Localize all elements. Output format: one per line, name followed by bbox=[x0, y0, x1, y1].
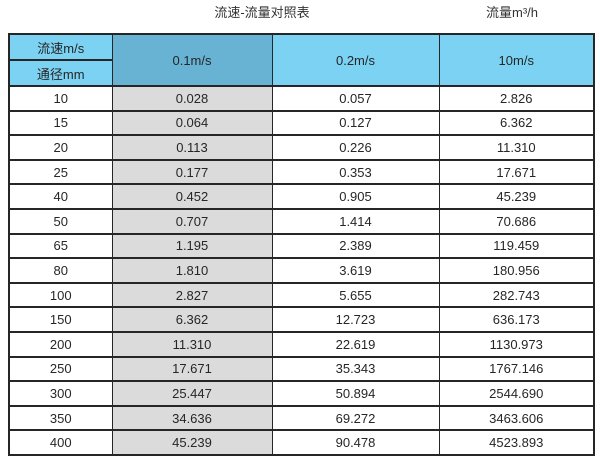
flow-value-cell: 22.619 bbox=[271, 330, 440, 358]
corner-cell-diameter-label: 通径mm bbox=[8, 59, 113, 87]
header-row-diameter: 通径mm bbox=[8, 59, 594, 87]
table-row: 10 0.028 0.057 2.826 bbox=[8, 85, 595, 112]
corner-cell-velocity-label: 流速m/s bbox=[8, 33, 113, 61]
table-header: 流速m/s 0.1m/s 0.2m/s 10m/s 通径mm bbox=[8, 33, 595, 87]
table-row: 65 1.195 2.389 119.459 bbox=[8, 232, 595, 260]
flow-value-cell: 3.619 bbox=[271, 257, 440, 284]
flow-value-cell: 1130.973 bbox=[438, 330, 595, 358]
diameter-cell: 250 bbox=[8, 355, 113, 383]
table-row: 15 0.064 0.127 6.362 bbox=[8, 109, 595, 137]
column-header-0-2ms: 0.2m/s bbox=[271, 33, 440, 87]
flow-value-cell: 0.057 bbox=[271, 85, 440, 112]
flow-value-cell: 69.272 bbox=[271, 404, 440, 432]
flow-value-cell: 90.478 bbox=[271, 429, 440, 456]
flow-value-cell: 0.452 bbox=[111, 183, 273, 210]
diameter-cell: 400 bbox=[8, 429, 113, 456]
flow-value-cell: 11.310 bbox=[438, 134, 595, 161]
flow-value-cell: 50.894 bbox=[271, 380, 440, 407]
flow-value-cell: 1767.146 bbox=[438, 355, 595, 383]
flow-unit-label: 流量m³/h bbox=[485, 5, 538, 20]
flow-value-cell: 282.743 bbox=[438, 281, 595, 309]
flow-value-cell: 45.239 bbox=[111, 429, 273, 456]
table-row: 50 0.707 1.414 70.686 bbox=[8, 207, 595, 235]
flow-value-cell: 17.671 bbox=[111, 355, 273, 383]
table-row: 100 2.827 5.655 282.743 bbox=[8, 281, 595, 309]
flow-value-cell: 3463.606 bbox=[438, 404, 595, 432]
table-row: 300 25.447 50.894 2544.690 bbox=[8, 380, 595, 407]
flow-value-cell: 6.362 bbox=[111, 306, 273, 333]
table-row: 20 0.113 0.226 11.310 bbox=[8, 134, 595, 161]
flow-value-cell: 25.447 bbox=[111, 380, 273, 407]
flow-value-cell: 17.671 bbox=[438, 158, 595, 186]
flow-rate-table: 流速m/s 0.1m/s 0.2m/s 10m/s 通径mm 10 0.028 0.… bbox=[8, 33, 595, 456]
flow-value-cell: 119.459 bbox=[438, 232, 595, 260]
flow-value-cell: 636.173 bbox=[438, 306, 595, 333]
table-row: 40 0.452 0.905 45.239 bbox=[8, 183, 595, 210]
flow-value-cell: 2.826 bbox=[438, 85, 595, 112]
flow-value-cell: 12.723 bbox=[271, 306, 440, 333]
flow-value-cell: 0.226 bbox=[271, 134, 440, 161]
flow-value-cell: 0.177 bbox=[111, 158, 273, 186]
diameter-cell: 25 bbox=[8, 158, 113, 186]
flow-value-cell: 180.956 bbox=[438, 257, 595, 284]
column-header-10ms: 10m/s bbox=[438, 33, 595, 87]
flow-value-cell: 35.343 bbox=[271, 355, 440, 383]
flow-value-cell: 70.686 bbox=[438, 207, 595, 235]
diameter-cell: 20 bbox=[8, 134, 113, 161]
flow-value-cell: 2544.690 bbox=[438, 380, 595, 407]
flow-value-cell: 0.127 bbox=[271, 109, 440, 137]
flow-value-cell: 11.310 bbox=[111, 330, 273, 358]
table-row: 400 45.239 90.478 4523.893 bbox=[8, 429, 595, 456]
flow-value-cell: 0.113 bbox=[111, 134, 273, 161]
diameter-cell: 10 bbox=[8, 85, 113, 112]
table-title: 流速-流量对照表 bbox=[214, 5, 310, 20]
table-row: 250 17.671 35.343 1767.146 bbox=[8, 355, 595, 383]
table-row: 200 11.310 22.619 1130.973 bbox=[8, 330, 595, 358]
diameter-cell: 80 bbox=[8, 257, 113, 284]
flow-value-cell: 34.636 bbox=[111, 404, 273, 432]
flow-value-cell: 5.655 bbox=[271, 281, 440, 309]
diameter-cell: 15 bbox=[8, 109, 113, 137]
diameter-cell: 100 bbox=[8, 281, 113, 309]
table-row: 25 0.177 0.353 17.671 bbox=[8, 158, 595, 186]
flow-value-cell: 1.414 bbox=[271, 207, 440, 235]
table-row: 150 6.362 12.723 636.173 bbox=[8, 306, 595, 333]
flow-value-cell: 6.362 bbox=[438, 109, 595, 137]
flow-value-cell: 0.028 bbox=[111, 85, 273, 112]
flow-value-cell: 0.064 bbox=[111, 109, 273, 137]
diameter-cell: 50 bbox=[8, 207, 113, 235]
table-row: 350 34.636 69.272 3463.606 bbox=[8, 404, 595, 432]
flow-value-cell: 0.353 bbox=[271, 158, 440, 186]
diameter-cell: 65 bbox=[8, 232, 113, 260]
diameter-cell: 350 bbox=[8, 404, 113, 432]
flow-value-cell: 0.905 bbox=[271, 183, 440, 210]
flow-value-cell: 45.239 bbox=[438, 183, 595, 210]
flow-value-cell: 2.389 bbox=[271, 232, 440, 260]
flow-value-cell: 2.827 bbox=[111, 281, 273, 309]
column-header-0-1ms: 0.1m/s bbox=[111, 33, 273, 87]
diameter-cell: 150 bbox=[8, 306, 113, 333]
table-body: 10 0.028 0.057 2.826 15 0.064 0.127 6.362 20 0.11… bbox=[8, 85, 595, 456]
flow-value-cell: 1.810 bbox=[111, 257, 273, 284]
header-row-velocity: 流速m/s 0.1m/s 0.2m/s 10m/s bbox=[8, 33, 595, 87]
diameter-cell: 200 bbox=[8, 330, 113, 358]
diameter-cell: 300 bbox=[8, 380, 113, 407]
flow-value-cell: 4523.893 bbox=[438, 429, 595, 456]
flow-value-cell: 1.195 bbox=[111, 232, 273, 260]
flow-value-cell: 0.707 bbox=[111, 207, 273, 235]
diameter-cell: 40 bbox=[8, 183, 113, 210]
table-row: 80 1.810 3.619 180.956 bbox=[8, 257, 595, 284]
